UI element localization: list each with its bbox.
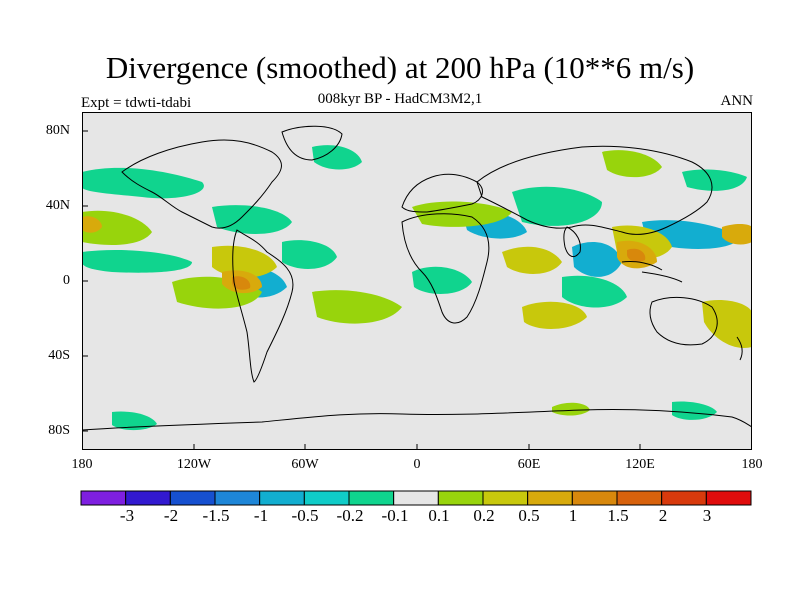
colorbar-label: -0.2 bbox=[336, 506, 364, 525]
colorbar-swatch bbox=[303, 490, 350, 506]
new-zealand-coast bbox=[736, 336, 743, 361]
lon-label-60w: 60W bbox=[291, 457, 319, 472]
divergence-map bbox=[82, 112, 752, 450]
coastlines bbox=[82, 125, 752, 431]
colorbar-swatch bbox=[571, 490, 618, 506]
experiment-label: Expt = tdwti-tdabi bbox=[81, 95, 192, 111]
colorbar-label: 0.1 bbox=[428, 506, 450, 525]
antarctica-coast bbox=[82, 408, 752, 431]
colorbar-swatch bbox=[169, 490, 216, 506]
lat-label-80n: 80N bbox=[45, 123, 70, 138]
plot-title: Divergence (smoothed) at 200 hPa (10**6 … bbox=[105, 50, 695, 85]
colorbar-swatch bbox=[437, 490, 484, 506]
field-negative-patch bbox=[562, 275, 627, 308]
field-negative-patch bbox=[682, 169, 747, 191]
colorbar-swatch bbox=[80, 490, 127, 506]
india-coast bbox=[563, 226, 581, 258]
field-negative-patch bbox=[112, 411, 157, 431]
field-positive-patch bbox=[212, 245, 277, 278]
field-negative-patch bbox=[572, 242, 622, 277]
colorbar-label: 1.5 bbox=[607, 506, 629, 525]
field-positive-patch bbox=[232, 276, 251, 290]
colorbar-label: 1 bbox=[568, 506, 578, 525]
indonesia-coast bbox=[621, 261, 683, 283]
field-negative-patch bbox=[412, 266, 472, 294]
field-negative-patch bbox=[312, 145, 362, 170]
field-negative-patch bbox=[282, 240, 337, 269]
field-positive-patch bbox=[552, 402, 590, 416]
lon-label-0: 0 bbox=[413, 457, 421, 472]
australia-coast bbox=[649, 297, 718, 346]
colorbar-swatch bbox=[393, 490, 439, 506]
colorbar-swatch bbox=[259, 490, 305, 506]
europe-coast bbox=[401, 173, 483, 213]
lon-label-60e: 60E bbox=[517, 457, 541, 472]
colorbar-swatch bbox=[705, 490, 752, 506]
lon-label-120w: 120W bbox=[176, 457, 212, 472]
field-negative-patch bbox=[212, 205, 292, 234]
lon-label-180e: 180 bbox=[741, 457, 763, 472]
asia-coast bbox=[476, 145, 713, 235]
colorbar-label: -3 bbox=[119, 506, 135, 525]
lon-label-120e: 120E bbox=[625, 457, 655, 472]
field-positive-patch bbox=[522, 301, 587, 329]
colorbar-label: 0.5 bbox=[518, 506, 540, 525]
colorbar-label: -1.5 bbox=[202, 506, 230, 525]
lat-label-40n: 40N bbox=[45, 198, 70, 213]
period-label: ANN bbox=[720, 93, 754, 109]
field-positive-patch bbox=[722, 223, 752, 245]
field-positive-patch bbox=[502, 246, 562, 274]
lat-label-80s: 80S bbox=[48, 423, 70, 438]
field-negative-patch bbox=[82, 167, 204, 199]
lon-label-180w: 180 bbox=[71, 457, 93, 472]
colorbar-swatch bbox=[214, 490, 261, 506]
africa-coast bbox=[401, 213, 490, 324]
field-negative-patch bbox=[512, 186, 602, 226]
colorbar-label: -0.5 bbox=[291, 506, 319, 525]
colorbar-swatch bbox=[661, 490, 707, 506]
colorbar-swatch bbox=[348, 490, 395, 506]
field-positive-patch bbox=[627, 248, 646, 262]
south-america-coast bbox=[232, 229, 294, 383]
field-negative-patch bbox=[82, 250, 192, 273]
colorbar-label: -0.1 bbox=[381, 506, 409, 525]
colorbar bbox=[80, 490, 752, 506]
colorbar-swatch bbox=[125, 490, 171, 506]
colorbar-label: -2 bbox=[163, 506, 179, 525]
colorbar-swatch bbox=[482, 490, 529, 506]
field-positive-patch bbox=[82, 216, 102, 233]
field-negative-patch bbox=[672, 401, 717, 420]
colorbar-label: 0.2 bbox=[473, 506, 495, 525]
colorbar-label: 2 bbox=[658, 506, 668, 525]
plot-subtitle: 008kyr BP - HadCM3M2,1 bbox=[317, 91, 483, 107]
colorbar-swatch bbox=[616, 490, 663, 506]
colorbar-label: 3 bbox=[702, 506, 712, 525]
north-america-coast bbox=[121, 139, 282, 229]
field-positive-patch bbox=[602, 150, 662, 178]
lat-label-0: 0 bbox=[63, 273, 70, 288]
lat-label-40s: 40S bbox=[48, 348, 70, 363]
map-ticks bbox=[82, 130, 641, 450]
field-positive-patch bbox=[82, 210, 152, 245]
field-positive-patch bbox=[412, 201, 512, 227]
colorbar-swatch bbox=[527, 490, 573, 506]
greenland-coast bbox=[281, 125, 343, 161]
field-positive-patch bbox=[312, 290, 402, 324]
colorbar-label: -1 bbox=[253, 506, 269, 525]
